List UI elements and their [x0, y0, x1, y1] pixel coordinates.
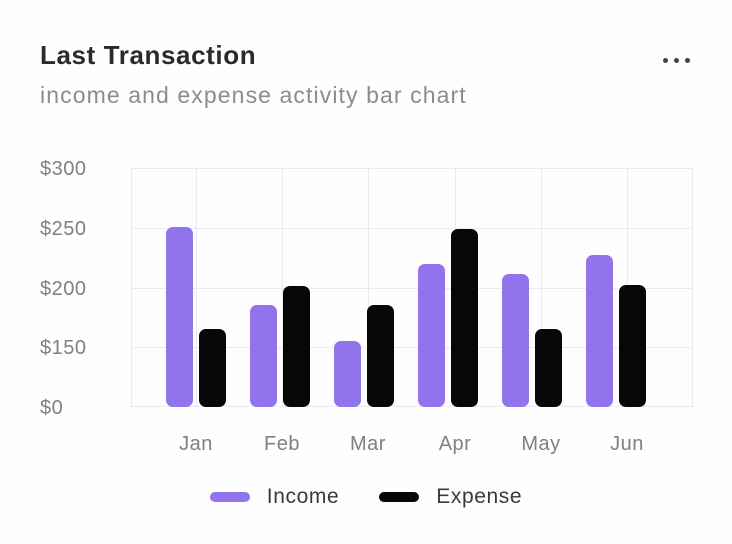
x-gridline [196, 168, 197, 407]
legend-label: Expense [436, 485, 523, 508]
x-tick-label: Mar [350, 433, 386, 455]
bar-income-may[interactable] [502, 274, 529, 407]
chart-subtitle: income and expense activity bar chart [40, 82, 467, 108]
y-gridline [131, 406, 693, 407]
x-gridline [541, 168, 542, 407]
y-tick-label: $0 [40, 397, 64, 419]
legend-swatch-expense-icon [379, 492, 420, 502]
bar-expense-feb[interactable] [283, 286, 310, 407]
plot-area [131, 168, 693, 407]
legend-item-expense[interactable]: Expense [379, 485, 522, 509]
legend-label: Income [266, 485, 340, 508]
y-gridline [131, 228, 693, 229]
x-tick-label: May [521, 433, 561, 455]
x-tick-label: Jan [179, 433, 213, 455]
bar-income-apr[interactable] [418, 264, 445, 407]
x-gridline [368, 168, 369, 407]
x-tick-label: Feb [264, 433, 300, 455]
y-tick-label: $250 [40, 218, 87, 240]
bar-income-mar[interactable] [334, 341, 361, 407]
bar-expense-mar[interactable] [367, 305, 394, 407]
y-gridline [131, 347, 693, 348]
x-tick-label: Apr [438, 433, 472, 455]
card-header: Last Transaction income and expense acti… [40, 40, 694, 109]
bar-expense-may[interactable] [535, 329, 562, 407]
bar-expense-apr[interactable] [451, 229, 478, 407]
x-tick-label: Jun [610, 433, 644, 455]
chart-legend: Income Expense [0, 483, 732, 511]
legend-item-income[interactable]: Income [209, 485, 340, 509]
ellipsis-icon [663, 58, 690, 63]
y-tick-label: $300 [40, 158, 87, 180]
bar-income-jun[interactable] [586, 255, 613, 407]
y-gridline [131, 168, 693, 169]
legend-swatch-income-icon [209, 492, 250, 502]
x-gridline [282, 168, 283, 407]
y-gridline [131, 288, 693, 289]
plot-right-border [692, 168, 693, 407]
plot-left-border [131, 168, 132, 407]
more-options-button[interactable] [659, 52, 694, 69]
bar-income-feb[interactable] [250, 305, 277, 407]
page-title: Last Transaction [40, 40, 257, 70]
y-tick-label: $150 [40, 337, 87, 359]
bar-expense-jun[interactable] [619, 285, 646, 407]
bar-income-jan[interactable] [166, 227, 193, 407]
y-tick-label: $200 [40, 278, 87, 300]
bar-expense-jan[interactable] [199, 329, 226, 407]
